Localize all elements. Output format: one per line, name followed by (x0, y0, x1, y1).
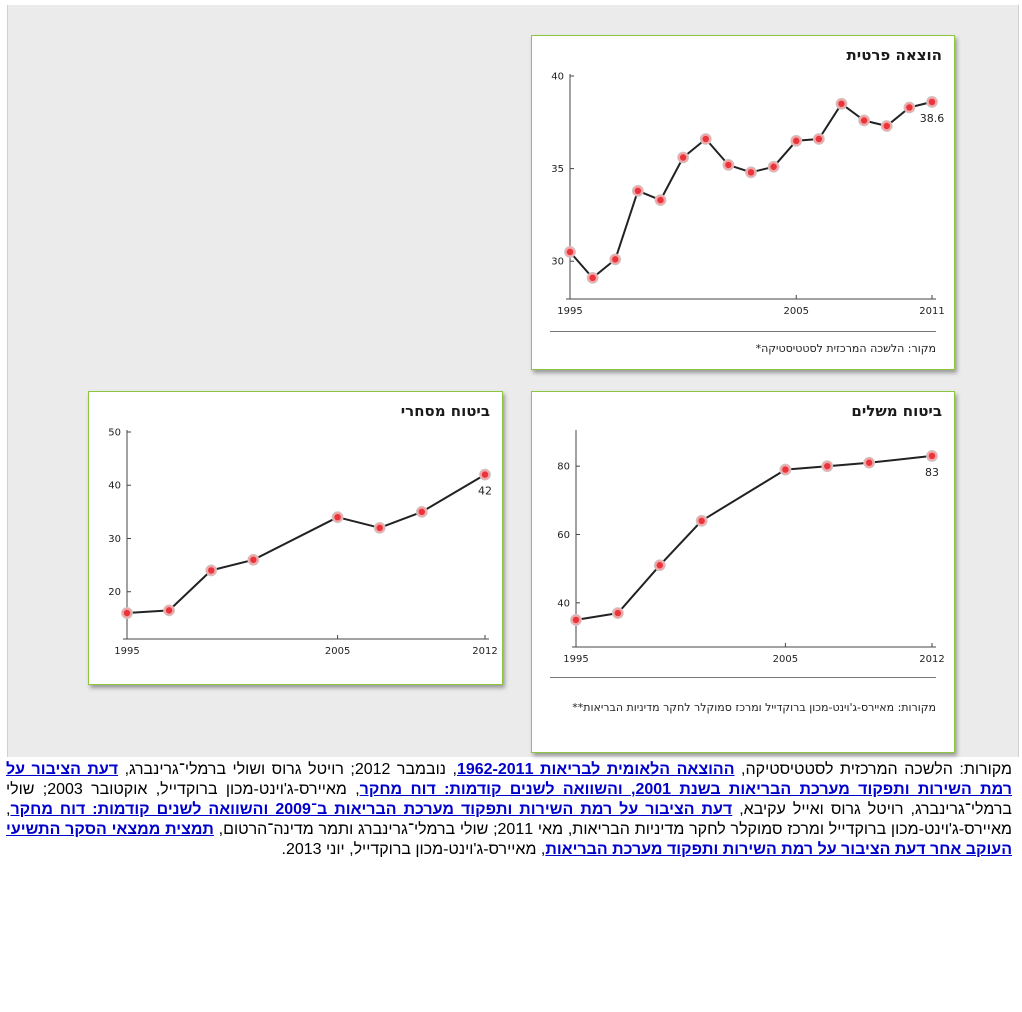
x-tick-label: 2011 (919, 306, 944, 317)
commercial-insurance-chart-card: ביטוח מסחרי 20 30 40 50 1995 2005 2012 42 (88, 391, 503, 685)
sources-text-4: , מאיירס-ג'וינט-מכון ברוקדייל ומרכז סמוק… (6, 801, 1012, 838)
x-tick-label: 2012 (472, 646, 497, 657)
data-point-core (250, 556, 257, 563)
x-tick-label: 1995 (563, 654, 588, 665)
data-point-core (418, 508, 426, 516)
data-point-core (770, 163, 777, 170)
data-point-core (702, 135, 709, 143)
data-point-core (860, 117, 868, 124)
y-tick-label: 35 (551, 164, 564, 175)
sources-text-3: , מאיירס-ג'וינט-מכון ברוקדייל, אוקטובר 2… (6, 781, 1012, 818)
y-tick-label: 30 (551, 257, 564, 268)
sources-paragraph: מקורות: הלשכה המרכזית לסטטיסטיקה, ההוצאה… (6, 760, 1012, 860)
data-point-core (928, 98, 936, 106)
chart-source: מקורות: מאיירס-ג'וינט-מכון ברוקדייל ומרכ… (572, 701, 936, 714)
y-tick-label: 50 (108, 428, 121, 439)
supplementary-insurance-chart: 40 60 80 1995 2005 2012 83 (557, 430, 945, 665)
series-line (126, 473, 486, 614)
end-value-label: 42 (478, 485, 492, 498)
data-point-core (572, 616, 580, 624)
y-tick-label: 20 (108, 587, 121, 598)
data-point-core (334, 513, 341, 521)
source-separator (550, 677, 936, 678)
data-point-core (481, 471, 489, 478)
commercial-insurance-chart: 20 30 40 50 1995 2005 2012 42 (108, 428, 497, 658)
x-tick-label: 2005 (773, 654, 798, 665)
chart-source: מקור: הלשכה המרכזית לסטטיסטיקה* (755, 342, 936, 355)
data-point-core (865, 459, 873, 466)
chart-title: ביטוח משלים (851, 402, 942, 420)
y-tick-label: 40 (557, 598, 570, 609)
data-point-core (656, 562, 663, 569)
data-point-core (376, 524, 383, 532)
y-tick-label: 40 (551, 72, 564, 83)
series-line (569, 100, 933, 279)
data-point-core (589, 274, 596, 282)
link-ninth-survey-summary[interactable]: תמצית ממצאי הסקר התשיעי העוקב אחר דעת הצ… (6, 821, 1012, 858)
data-point-core (566, 248, 574, 256)
x-tick-label: 2005 (784, 306, 809, 317)
chart-title: הוצאה פרטית (846, 46, 942, 64)
series-line (575, 454, 933, 621)
data-point-core (838, 100, 845, 107)
data-point-core (679, 154, 687, 161)
data-point-core (657, 196, 664, 204)
data-point-core (782, 466, 789, 473)
y-tick-label: 30 (108, 534, 121, 545)
private-expenditure-chart-card: הוצאה פרטית 30 35 40 1995 2005 2011 38.6 מקור:… (531, 35, 955, 370)
x-tick-label: 2012 (919, 654, 944, 665)
y-tick-label: 60 (557, 530, 570, 541)
data-point-core (883, 122, 890, 130)
data-point-core (165, 607, 173, 614)
supplementary-insurance-chart-card: ביטוח משלים 40 60 80 1995 2005 2012 83 מקורות:… (531, 391, 955, 753)
x-tick-label: 2005 (325, 646, 350, 657)
sources-text-5: , מאיירס-ג'וינט-מכון ברוקדייל, יוני 2013… (281, 841, 546, 858)
chart-title: ביטוח מסחרי (400, 402, 490, 420)
data-point-core (208, 567, 215, 574)
sources-text-2: , נובמבר 2012; רויטל גרוס ושולי ברמלי־גר… (118, 761, 457, 778)
data-point-core (614, 609, 622, 617)
sources-text-1: מקורות: הלשכה המרכזית לסטטיסטיקה, (734, 761, 1013, 778)
private-expenditure-chart: 30 35 40 1995 2005 2011 38.6 (551, 72, 945, 318)
link-public-opinion-2001[interactable]: דעת הציבור על רמת השירות ותפקוד מערכת הב… (6, 761, 1012, 798)
data-point-core (123, 609, 131, 617)
data-point-core (906, 104, 913, 111)
data-point-core (824, 462, 831, 470)
data-point-core (793, 137, 800, 145)
end-value-label: 83 (925, 466, 939, 479)
source-separator (550, 331, 936, 332)
y-tick-label: 80 (557, 462, 570, 473)
data-point-core (928, 452, 936, 460)
y-tick-label: 40 (108, 481, 121, 492)
data-point-core (634, 187, 642, 195)
data-point-core (612, 256, 619, 263)
x-tick-label: 1995 (557, 306, 582, 317)
end-value-label: 38.6 (920, 112, 945, 125)
link-national-health-expenditure[interactable]: ההוצאה הלאומית לבריאות 1962-2011 (456, 761, 735, 778)
data-point-core (815, 135, 823, 143)
link-public-opinion-2009[interactable]: דעת הציבור על רמת השירות ותפקוד מערכת הב… (10, 801, 733, 818)
data-point-core (725, 161, 732, 169)
data-point-core (747, 169, 755, 176)
data-point-core (698, 517, 705, 525)
x-tick-label: 1995 (114, 646, 139, 657)
